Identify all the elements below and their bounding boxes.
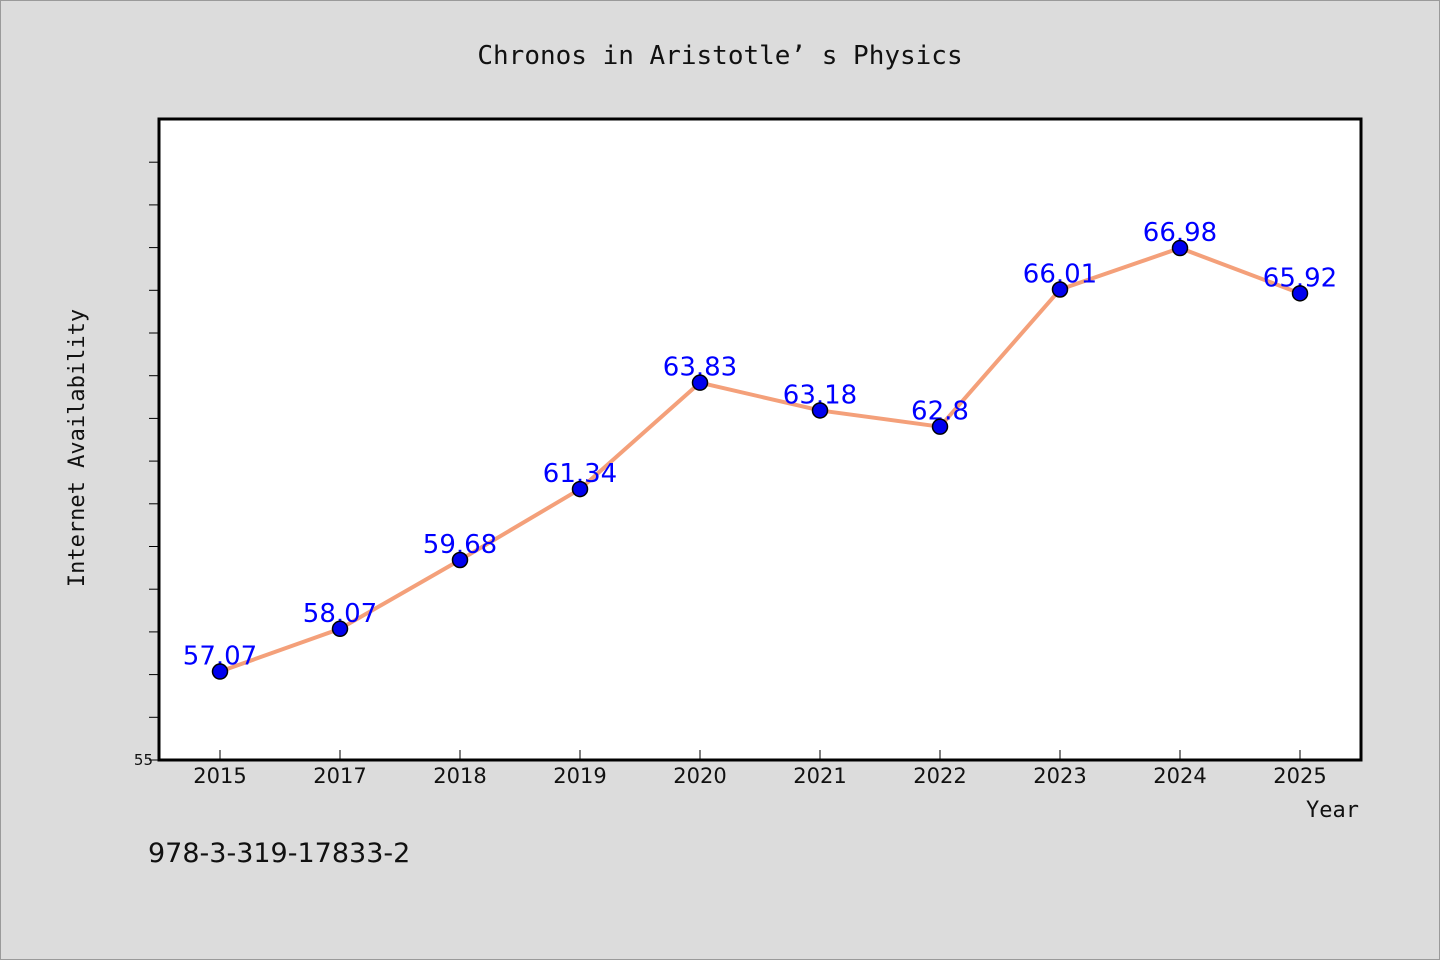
x-tick-label: 2020 [673, 764, 726, 788]
data-point [811, 402, 829, 419]
data-point [931, 418, 949, 435]
series-line [218, 246, 1302, 674]
x-tick-label: 2017 [313, 764, 366, 788]
data-point [211, 663, 229, 680]
y-axis: 55 [134, 161, 159, 769]
data-point [1051, 281, 1069, 298]
x-axis: 2015 2017 2018 2019 2020 2021 2022 2023 2024 2025 [193, 750, 1327, 788]
data-point [451, 551, 469, 569]
data-point [1291, 285, 1309, 302]
data-point [571, 480, 589, 498]
y-axis-label: Internet Availability [65, 309, 90, 587]
x-tick-label: 2019 [553, 764, 606, 788]
x-tick-label: 2015 [193, 764, 246, 788]
x-tick-label: 2023 [1033, 764, 1086, 788]
x-tick-label: 2024 [1153, 764, 1206, 788]
x-tick-label: 2021 [793, 764, 846, 788]
data-point [691, 374, 709, 391]
x-tick-label: 2018 [433, 764, 486, 788]
data-point [331, 620, 349, 638]
x-axis-label: Year [1306, 798, 1359, 823]
plot-area [157, 117, 1363, 762]
isbn-text: 978-3-319-17833-2 [148, 838, 410, 869]
data-point [1171, 239, 1189, 257]
x-tick-label: 2025 [1273, 764, 1326, 788]
chart-title: Chronos in Aristotle’ s Physics [477, 41, 962, 71]
y-tick-label: 55 [134, 751, 153, 769]
series-layer: 57.0758.0759.6861.3463.8363.1862.866.016… [183, 218, 1337, 680]
x-tick-label: 2022 [913, 764, 966, 788]
